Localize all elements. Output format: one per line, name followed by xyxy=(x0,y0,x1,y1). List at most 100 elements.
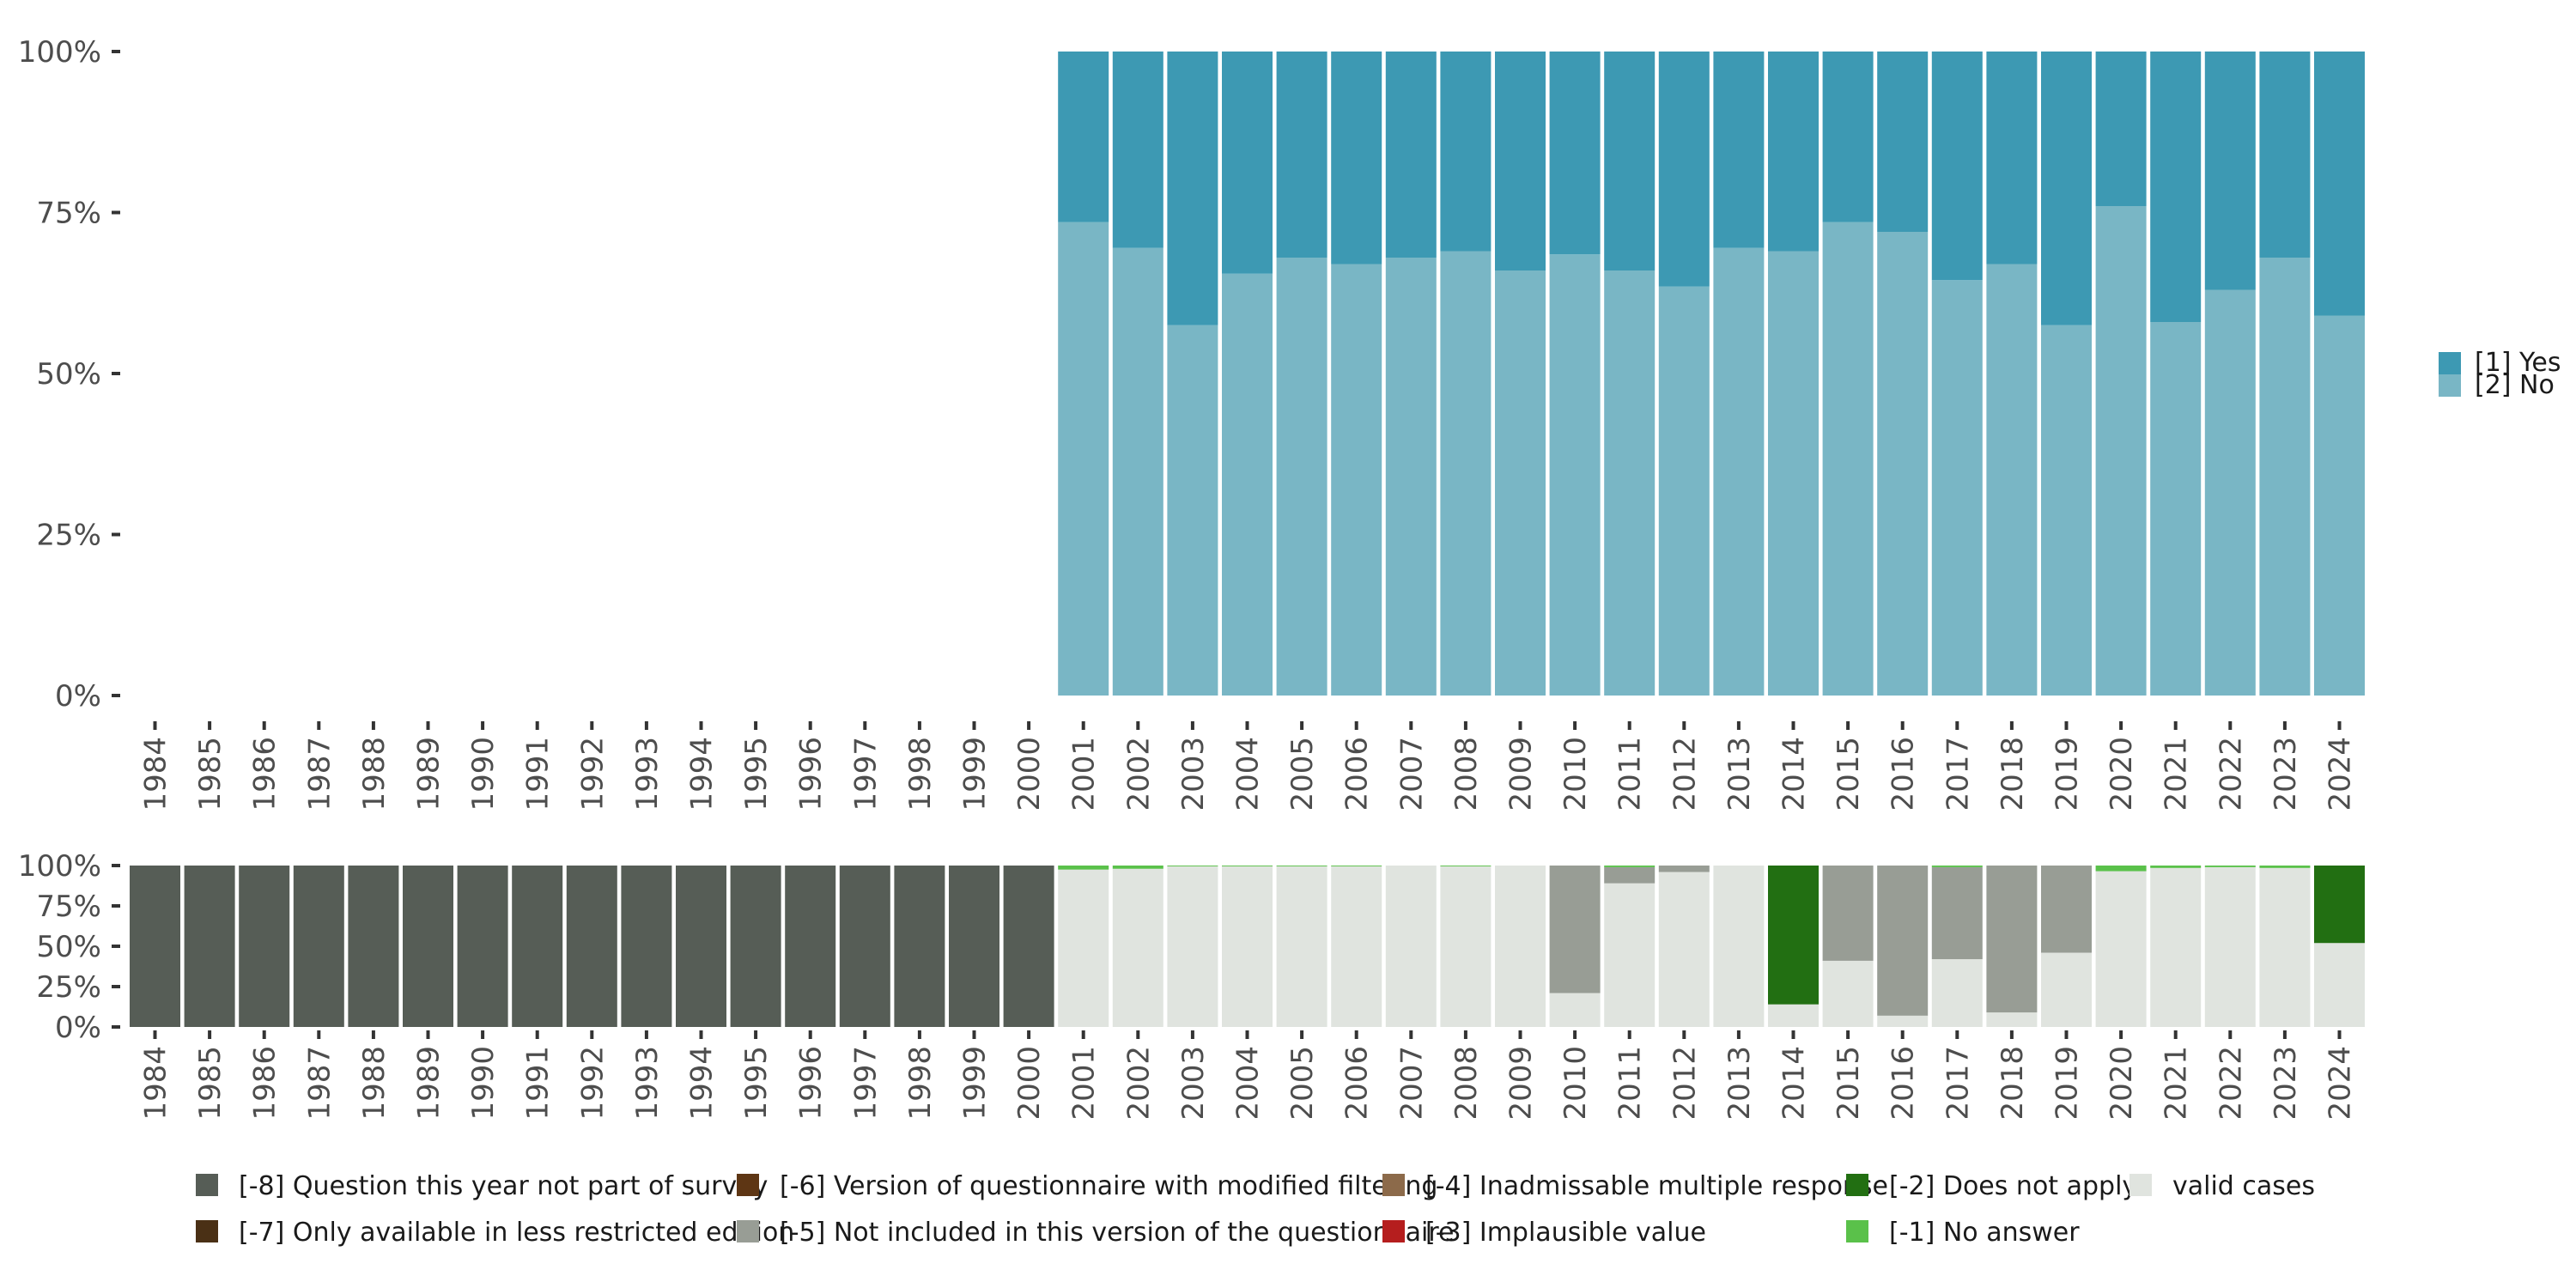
bottom-bar-2019-5-not-included-in-this-version-of-the-questionnaire xyxy=(2041,866,2092,953)
bottom-bar-2021-1-no-answer xyxy=(2150,866,2202,868)
top-bar-2019-1-yes xyxy=(2041,52,2092,325)
bottom-y-tick-label-25: 25% xyxy=(36,970,101,1005)
top-bar-2005-2-no xyxy=(1276,258,1327,696)
bottom-x-tick-label-1986: 1986 xyxy=(248,1046,283,1121)
bottom-x-tick-label-2002: 2002 xyxy=(1121,1046,1156,1121)
bottom-x-tick-label-1985: 1985 xyxy=(193,1046,228,1121)
bottom-x-tick-label-1987: 1987 xyxy=(302,1046,337,1121)
top-x-tick-label-2008: 2008 xyxy=(1449,737,1484,811)
bottom-bar-1997-8-question-this-year-not-part-of-survey xyxy=(839,866,890,1027)
bottom-x-tick-label-2000: 2000 xyxy=(1012,1046,1047,1121)
top-x-tick-label-2017: 2017 xyxy=(1941,737,1975,811)
bottom-x-tick-label-2012: 2012 xyxy=(1668,1046,1702,1121)
top-bar-2016-2-no xyxy=(1877,232,1929,696)
bottom-bar-2020-valid-cases xyxy=(2095,871,2147,1027)
top-x-tick-label-1997: 1997 xyxy=(848,737,883,811)
bottom-bar-2014-2-does-not-apply xyxy=(1768,866,1819,1005)
top-x-tick-label-1984: 1984 xyxy=(139,737,173,811)
top-bar-2021-2-no xyxy=(2150,322,2202,696)
legend-swatch-valid-cases xyxy=(2129,1174,2152,1196)
top-x-tick-label-1986: 1986 xyxy=(248,737,283,811)
legend-swatch-3-implausible-value xyxy=(1382,1220,1405,1242)
top-x-tick-label-1985: 1985 xyxy=(193,737,228,811)
bottom-bar-2021-valid-cases xyxy=(2150,867,2202,1027)
bottom-bar-2022-1-no-answer xyxy=(2204,866,2256,867)
top-bar-2006-2-no xyxy=(1331,264,1382,696)
top-x-tick-label-1998: 1998 xyxy=(903,737,938,811)
top-bar-2020-2-no xyxy=(2095,206,2147,696)
bottom-y-tick-label-100: 100% xyxy=(18,849,101,884)
bottom-x-tick-label-1991: 1991 xyxy=(521,1046,556,1121)
top-x-tick-label-2009: 2009 xyxy=(1504,737,1539,811)
top-bar-2019-2-no xyxy=(2041,325,2092,696)
bottom-x-tick-label-2017: 2017 xyxy=(1941,1046,1975,1121)
top-y-tick-label-100: 100% xyxy=(18,35,101,70)
bottom-y-tick-label-75: 75% xyxy=(36,890,101,924)
legend-swatch-7-only-available-in-less-restricted-edition xyxy=(196,1220,218,1242)
top-bar-2024-1-yes xyxy=(2314,52,2365,316)
bottom-x-tick-label-2011: 2011 xyxy=(1613,1046,1648,1121)
top-bar-2021-1-yes xyxy=(2150,52,2202,322)
top-bar-2002-2-no xyxy=(1112,247,1163,696)
bottom-x-tick-label-2003: 2003 xyxy=(1176,1046,1211,1121)
bottom-bar-2001-1-no-answer xyxy=(1058,866,1109,870)
bottom-bar-2014-valid-cases xyxy=(1768,1004,1819,1027)
bottom-bar-2023-valid-cases xyxy=(2259,867,2311,1027)
top-x-tick-label-2002: 2002 xyxy=(1121,737,1156,811)
bottom-bar-2018-5-not-included-in-this-version-of-the-questionnaire xyxy=(1986,866,2038,1013)
top-bar-2010-2-no xyxy=(1549,254,1601,696)
top-bar-2009-2-no xyxy=(1495,270,1546,696)
top-x-tick-label-2015: 2015 xyxy=(1832,737,1866,811)
top-x-tick-label-2005: 2005 xyxy=(1285,737,1320,811)
top-bar-2013-2-no xyxy=(1713,247,1765,696)
bottom-bar-2022-valid-cases xyxy=(2204,866,2256,1027)
top-bar-2020-1-yes xyxy=(2095,52,2147,206)
top-x-tick-label-2018: 2018 xyxy=(1996,737,2030,811)
bottom-bar-2007-valid-cases xyxy=(1385,866,1437,1027)
top-x-tick-label-2000: 2000 xyxy=(1012,737,1047,811)
top-bar-2009-1-yes xyxy=(1495,52,1546,270)
bottom-x-tick-label-2018: 2018 xyxy=(1996,1046,2030,1121)
top-bar-2018-2-no xyxy=(1986,264,2038,696)
bottom-bar-1993-8-question-this-year-not-part-of-survey xyxy=(621,866,672,1027)
bottom-x-tick-label-1990: 1990 xyxy=(466,1046,501,1121)
top-bar-2006-1-yes xyxy=(1331,52,1382,264)
top-bar-2008-2-no xyxy=(1440,251,1492,696)
bottom-bar-1995-8-question-this-year-not-part-of-survey xyxy=(730,866,781,1027)
top-x-tick-label-2022: 2022 xyxy=(2214,737,2248,811)
top-bar-2012-2-no xyxy=(1658,286,1710,696)
top-x-tick-label-1990: 1990 xyxy=(466,737,501,811)
bottom-x-tick-label-2001: 2001 xyxy=(1067,1046,1102,1121)
legend-swatch-1-no-answer xyxy=(1846,1220,1868,1242)
top-x-tick-label-1995: 1995 xyxy=(739,737,774,811)
bottom-x-tick-label-1989: 1989 xyxy=(412,1046,447,1121)
bottom-bar-2011-valid-cases xyxy=(1604,883,1656,1027)
bottom-x-tick-label-2021: 2021 xyxy=(2160,1046,2194,1121)
bottom-bar-1990-8-question-this-year-not-part-of-survey xyxy=(457,866,508,1027)
bottom-x-tick-label-2016: 2016 xyxy=(1886,1046,1921,1121)
bottom-bar-2000-8-question-this-year-not-part-of-survey xyxy=(1003,866,1054,1027)
bottom-x-tick-label-2022: 2022 xyxy=(2214,1046,2248,1121)
bottom-x-tick-label-2008: 2008 xyxy=(1449,1046,1484,1121)
bottom-x-tick-label-2009: 2009 xyxy=(1504,1046,1539,1121)
bottom-bar-2011-1-no-answer xyxy=(1604,866,1656,867)
bottom-bar-1986-8-question-this-year-not-part-of-survey xyxy=(239,866,290,1027)
bottom-x-tick-label-2005: 2005 xyxy=(1285,1046,1320,1121)
top-bar-2015-2-no xyxy=(1822,222,1874,696)
legend-swatch-4-inadmissable-multiple-response xyxy=(1382,1174,1405,1196)
top-bar-2001-1-yes xyxy=(1058,52,1109,222)
top-bar-2002-1-yes xyxy=(1112,52,1163,248)
bottom-x-tick-label-1994: 1994 xyxy=(685,1046,720,1121)
bottom-bar-2017-1-no-answer xyxy=(1931,866,1983,867)
top-x-tick-label-2020: 2020 xyxy=(2105,737,2139,811)
legend-label-5-not-included-in-this-version-of-the-questionnaire: [-5] Not included in this version of the… xyxy=(780,1218,1455,1248)
bottom-bar-1992-8-question-this-year-not-part-of-survey xyxy=(566,866,617,1027)
top-bar-2013-1-yes xyxy=(1713,52,1765,248)
bottom-bar-2006-valid-cases xyxy=(1331,866,1382,1027)
top-bar-2004-1-yes xyxy=(1222,52,1273,274)
top-bar-2003-2-no xyxy=(1167,325,1218,696)
top-x-tick-label-2012: 2012 xyxy=(1668,737,1702,811)
bottom-bar-2019-valid-cases xyxy=(2041,952,2092,1027)
top-x-tick-label-2024: 2024 xyxy=(2324,737,2358,811)
top-x-tick-label-2004: 2004 xyxy=(1231,737,1266,811)
